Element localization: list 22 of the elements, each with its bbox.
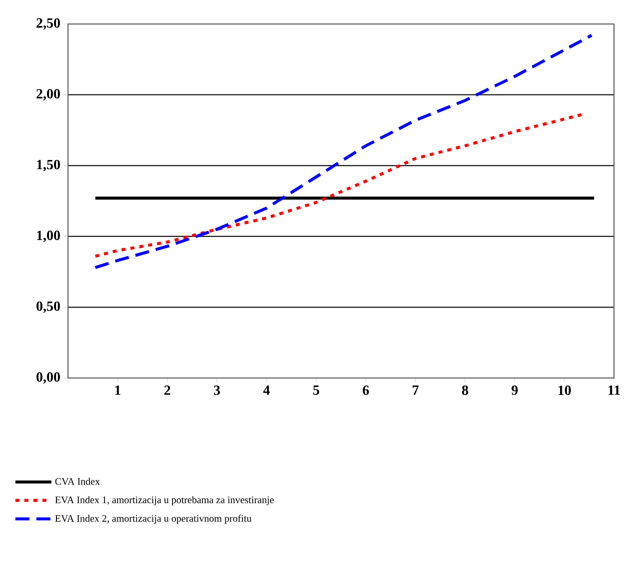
x-tick-label: 4 [263, 386, 270, 395]
legend-label: EVA Index 1, amortizacija u potrebama za investiranje [55, 496, 274, 506]
x-tick-label: 8 [462, 386, 468, 395]
x-tick-label: 2 [164, 386, 170, 395]
x-tick-label: 11 [608, 386, 620, 395]
x-tick-label: 6 [362, 386, 369, 395]
line-series [94, 113, 584, 258]
x-tick-label: 7 [412, 386, 419, 395]
y-tick-label: 2,50 [36, 18, 60, 30]
legend-label: CVA Index [55, 478, 100, 485]
x-tick-label: 5 [313, 386, 320, 395]
y-tick-label: 1,50 [37, 160, 60, 172]
x-tick-label: 9 [512, 386, 518, 395]
x-tick-label: 10 [558, 386, 571, 395]
x-tick-label: 3 [214, 386, 220, 395]
x-tick-label: 1 [115, 386, 120, 395]
legend-label: EVA Index 2, amortizacija u operativnom profitu [55, 514, 252, 524]
line-series [94, 34, 594, 270]
y-tick-label: 1,00 [37, 230, 60, 242]
y-tick-label: 0,00 [36, 372, 60, 384]
y-tick-label: 0,50 [36, 301, 60, 313]
y-tick-label: 2,00 [36, 89, 60, 101]
